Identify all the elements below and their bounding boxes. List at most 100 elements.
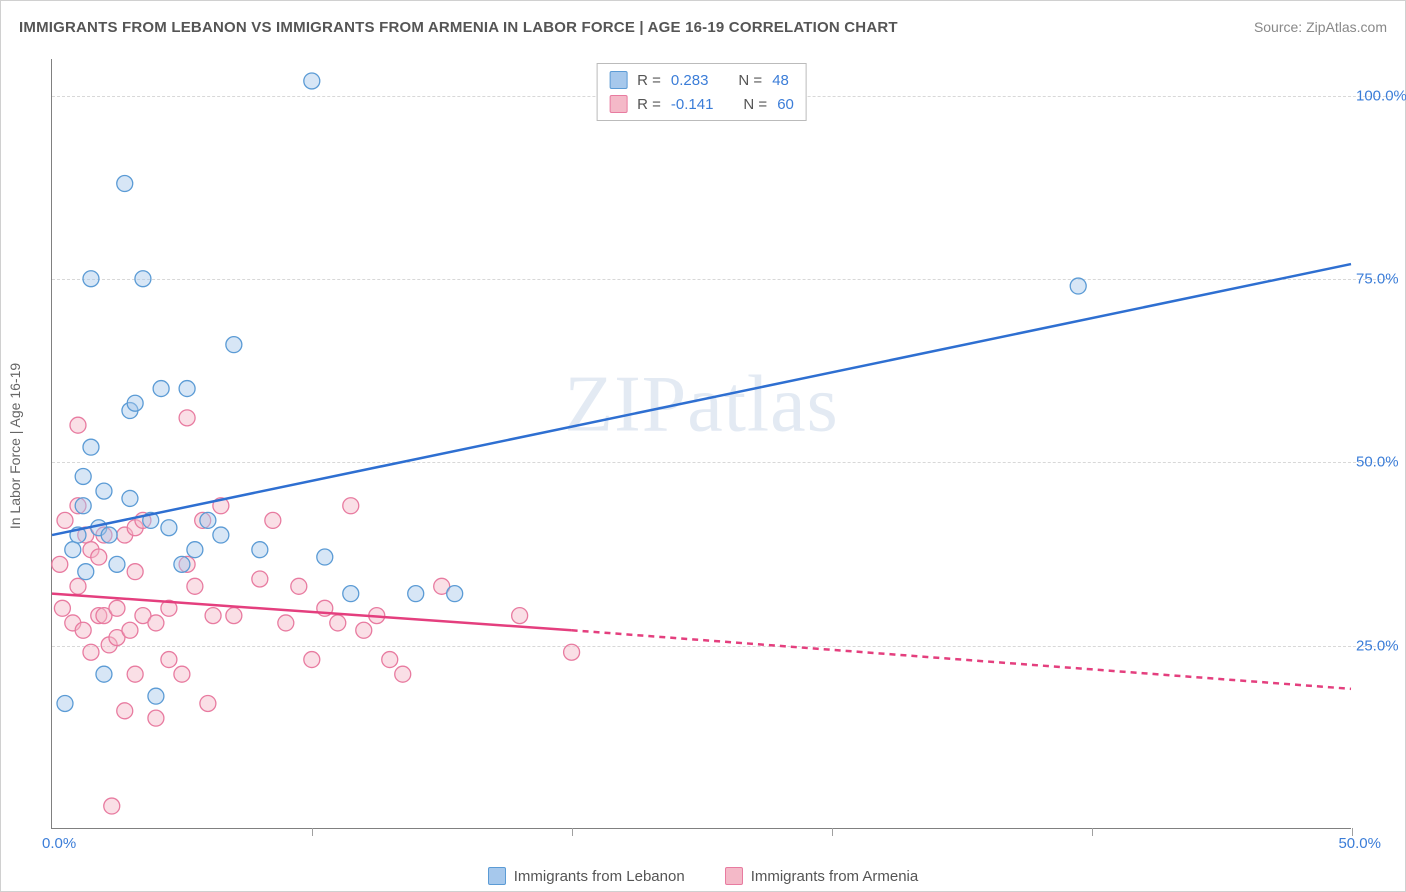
data-point	[200, 512, 216, 528]
data-point	[395, 666, 411, 682]
data-point	[291, 578, 307, 594]
data-point	[213, 527, 229, 543]
xmax-label: 50.0%	[1338, 835, 1381, 852]
data-point	[179, 410, 195, 426]
legend-item-lebanon: Immigrants from Lebanon	[488, 867, 685, 885]
data-point	[174, 556, 190, 572]
data-point	[161, 652, 177, 668]
n-value-lebanon: 48	[772, 72, 789, 89]
data-point	[564, 644, 580, 660]
data-point	[317, 549, 333, 565]
data-point	[356, 622, 372, 638]
data-point	[122, 490, 138, 506]
data-point	[109, 556, 125, 572]
chart-container: IMMIGRANTS FROM LEBANON VS IMMIGRANTS FR…	[0, 0, 1406, 892]
title-bar: IMMIGRANTS FROM LEBANON VS IMMIGRANTS FR…	[19, 15, 1387, 39]
legend-label-armenia: Immigrants from Armenia	[751, 868, 919, 885]
data-point	[148, 615, 164, 631]
data-point	[117, 703, 133, 719]
xtick	[312, 828, 313, 836]
data-point	[117, 176, 133, 192]
data-point	[70, 578, 86, 594]
data-point	[1070, 278, 1086, 294]
data-point	[75, 622, 91, 638]
data-point	[83, 271, 99, 287]
ytick-label: 50.0%	[1356, 454, 1406, 471]
data-point	[200, 696, 216, 712]
legend-item-armenia: Immigrants from Armenia	[725, 867, 919, 885]
swatch-armenia-icon	[609, 95, 627, 113]
data-point	[153, 381, 169, 397]
data-point	[127, 395, 143, 411]
legend-row-armenia: R = -0.141 N = 60	[609, 92, 794, 116]
data-point	[96, 666, 112, 682]
swatch-armenia-icon	[725, 867, 743, 885]
n-value-armenia: 60	[777, 96, 794, 113]
data-point	[83, 439, 99, 455]
data-point	[65, 542, 81, 558]
data-point	[265, 512, 281, 528]
data-point	[278, 615, 294, 631]
data-point	[179, 381, 195, 397]
data-point	[83, 644, 99, 660]
n-label: N =	[743, 96, 767, 113]
data-point	[104, 798, 120, 814]
ytick-label: 100.0%	[1356, 87, 1406, 104]
correlation-legend: R = 0.283 N = 48 R = -0.141 N = 60	[596, 63, 807, 121]
data-point	[343, 498, 359, 514]
xtick	[832, 828, 833, 836]
data-point	[304, 652, 320, 668]
data-point	[148, 688, 164, 704]
data-point	[174, 666, 190, 682]
data-point	[205, 608, 221, 624]
data-point	[57, 512, 73, 528]
trend-line	[572, 630, 1351, 689]
scatter-svg	[52, 59, 1351, 828]
data-point	[78, 564, 94, 580]
origin-label: 0.0%	[42, 835, 76, 852]
data-point	[252, 542, 268, 558]
data-point	[127, 666, 143, 682]
r-label: R =	[637, 96, 661, 113]
data-point	[382, 652, 398, 668]
swatch-lebanon-icon	[609, 71, 627, 89]
plot-area: ZIPatlas R = 0.283 N = 48 R = -0.141 N =…	[51, 59, 1351, 829]
data-point	[75, 468, 91, 484]
data-point	[75, 498, 91, 514]
data-point	[161, 520, 177, 536]
data-point	[304, 73, 320, 89]
ytick-label: 75.0%	[1356, 271, 1406, 288]
series-legend: Immigrants from Lebanon Immigrants from …	[1, 867, 1405, 885]
data-point	[252, 571, 268, 587]
data-point	[101, 527, 117, 543]
data-point	[135, 271, 151, 287]
data-point	[187, 578, 203, 594]
legend-label-lebanon: Immigrants from Lebanon	[514, 868, 685, 885]
r-value-lebanon: 0.283	[671, 72, 709, 89]
source-attribution: Source: ZipAtlas.com	[1254, 19, 1387, 35]
data-point	[96, 483, 112, 499]
data-point	[148, 710, 164, 726]
data-point	[54, 600, 70, 616]
xtick	[1352, 828, 1353, 836]
swatch-lebanon-icon	[488, 867, 506, 885]
data-point	[52, 556, 68, 572]
xtick	[1092, 828, 1093, 836]
r-label: R =	[637, 72, 661, 89]
data-point	[187, 542, 203, 558]
data-point	[109, 600, 125, 616]
data-point	[127, 564, 143, 580]
data-point	[226, 608, 242, 624]
n-label: N =	[738, 72, 762, 89]
data-point	[70, 417, 86, 433]
data-point	[91, 549, 107, 565]
ytick-label: 25.0%	[1356, 637, 1406, 654]
r-value-armenia: -0.141	[671, 96, 714, 113]
data-point	[122, 622, 138, 638]
data-point	[343, 586, 359, 602]
data-point	[408, 586, 424, 602]
data-point	[330, 615, 346, 631]
trend-line	[52, 264, 1351, 535]
xtick	[572, 828, 573, 836]
y-axis-label: In Labor Force | Age 16-19	[7, 363, 23, 529]
